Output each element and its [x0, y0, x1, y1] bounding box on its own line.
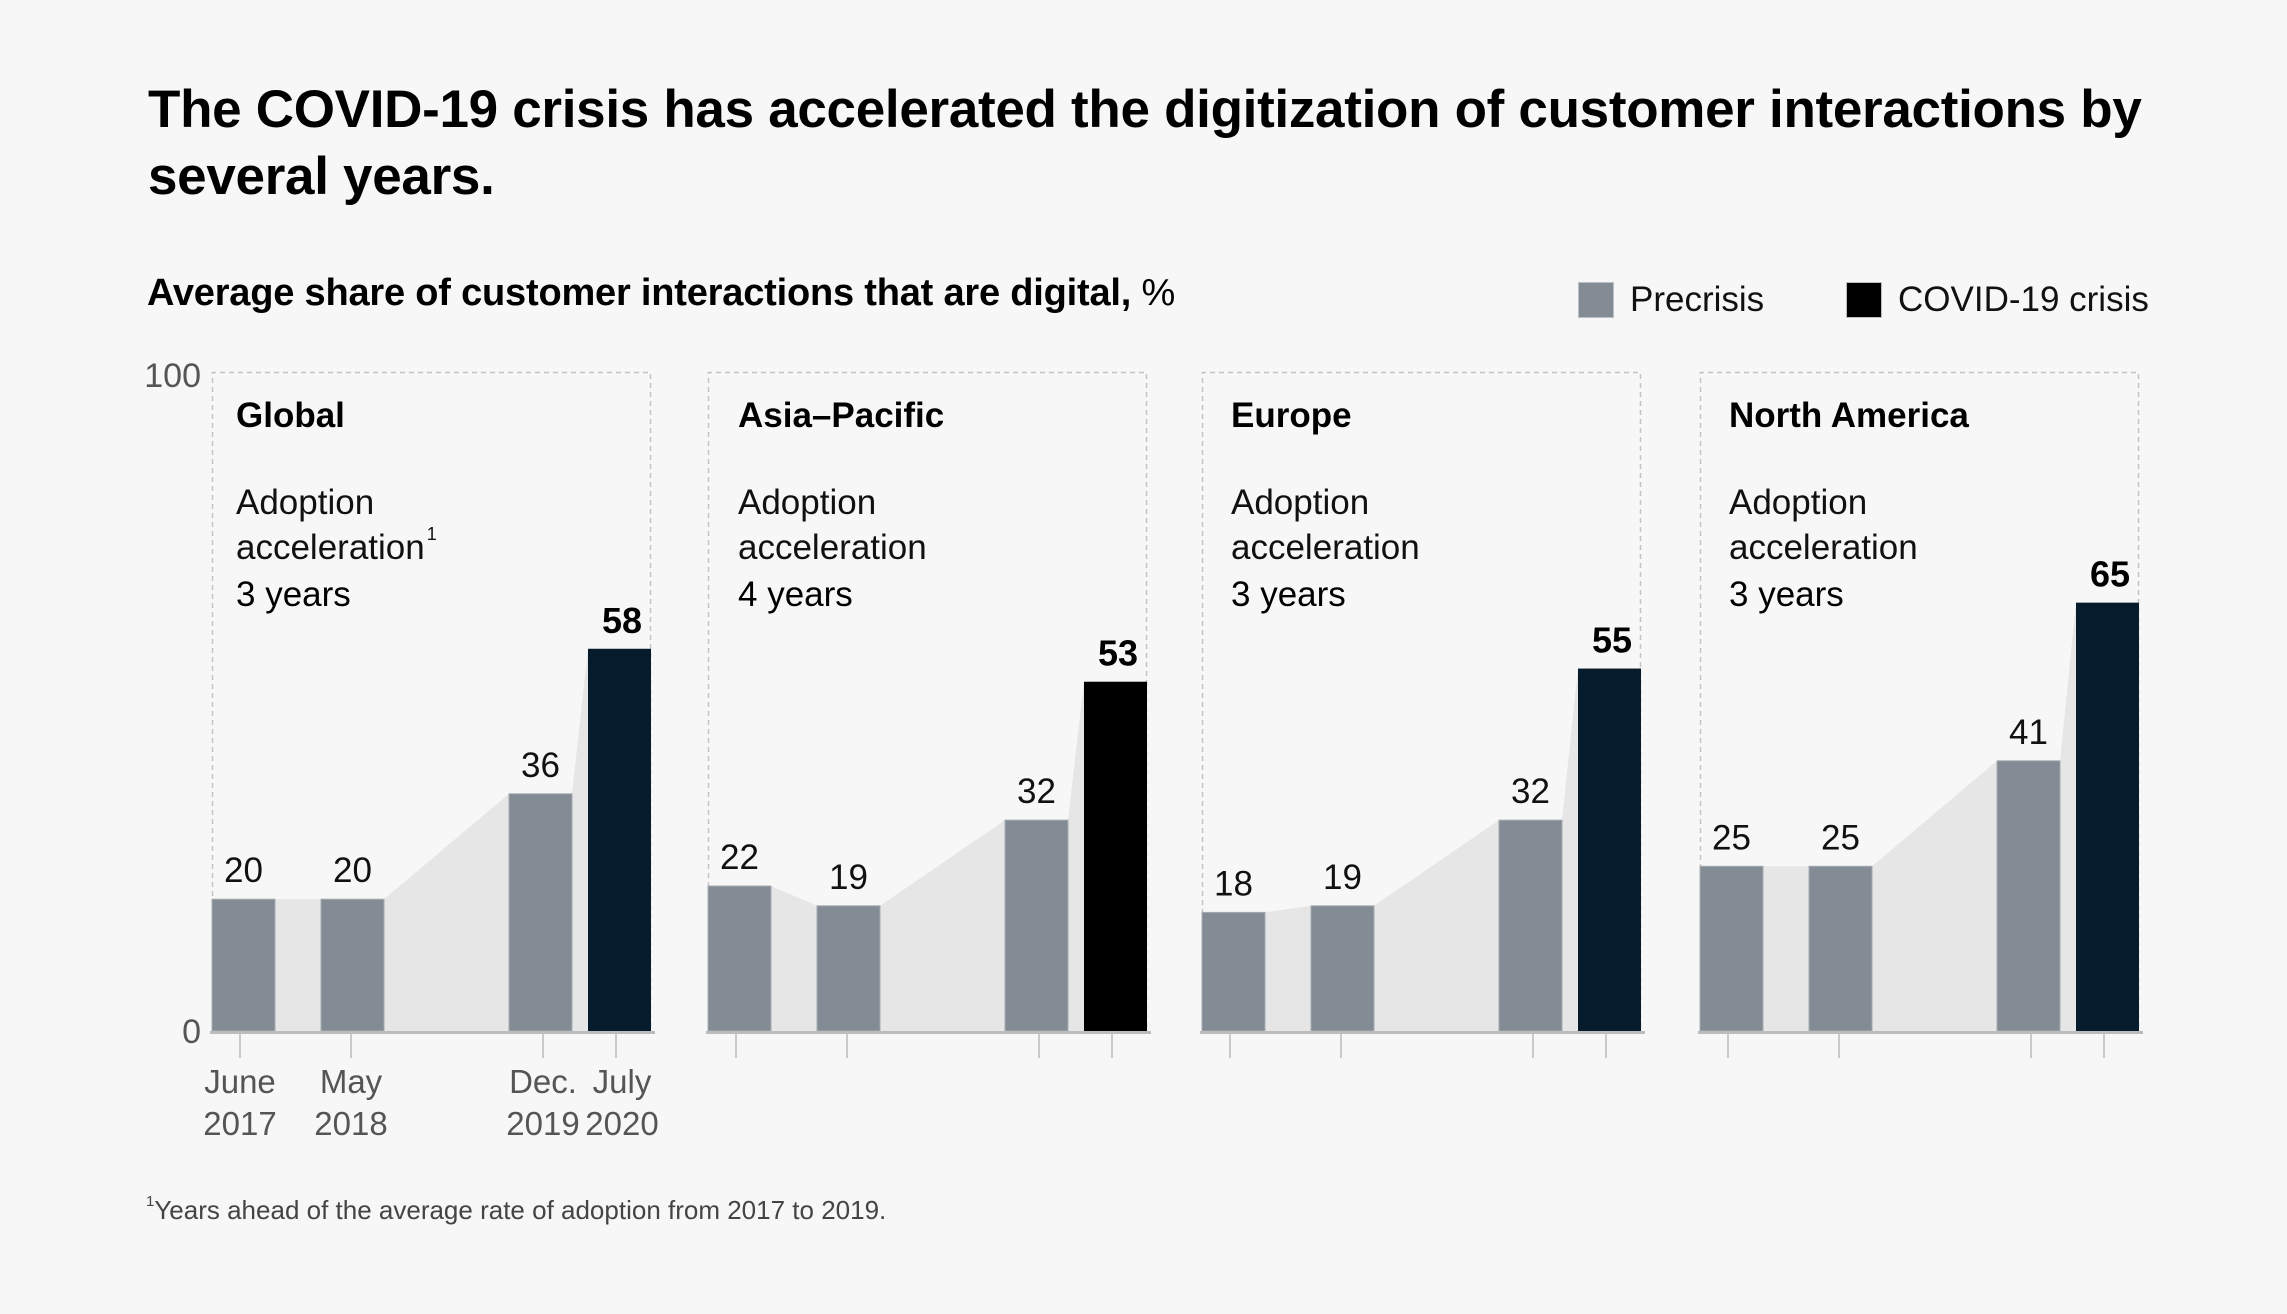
chart-title: The COVID-19 crisis has accelerated the …: [148, 80, 2142, 206]
value-label-europe-3: 55: [1592, 620, 1632, 661]
legend-item-covid: COVID-19 crisis: [1846, 280, 2149, 319]
value-label-global-1: 20: [333, 851, 372, 890]
subtitle-text: Average share of customer interactions t…: [147, 272, 1132, 314]
value-label-north-america-2: 41: [2009, 713, 2048, 752]
x-tick-label-0-line2: 2017: [203, 1105, 276, 1142]
y-tick-label-0: 0: [182, 1013, 201, 1051]
value-label-europe-0: 18: [1214, 864, 1253, 903]
area-europe: [1202, 668, 1641, 1031]
bar-global-3: [588, 648, 651, 1031]
x-tick-label-0-line1: June: [204, 1063, 276, 1100]
legend-label-precrisis: Precrisis: [1630, 280, 1765, 319]
chart-subtitle: Average share of customer interactions t…: [147, 272, 1175, 315]
acceleration-label-north-america-line2: acceleration: [1729, 528, 1918, 567]
acceleration-label-north-america-line1: Adoption: [1729, 483, 1867, 522]
bar-europe-2: [1498, 819, 1563, 1032]
value-label-global-2: 36: [521, 746, 560, 785]
bar-asia-pacific-1: [816, 905, 881, 1032]
panel-title-asia-pacific: Asia–Pacific: [738, 396, 944, 435]
footnote: 1Years ahead of the average rate of adop…: [146, 1193, 887, 1226]
area-north-america: [1700, 602, 2139, 1031]
bar-north-america-1: [1808, 865, 1873, 1032]
acceleration-value-global: 3 years: [236, 575, 351, 614]
value-label-asia-pacific-1: 19: [829, 858, 868, 897]
acceleration-label-global-line2: acceleration: [236, 528, 425, 567]
value-label-europe-1: 19: [1323, 858, 1362, 897]
legend-swatch-covid: [1846, 282, 1882, 318]
acceleration-label-europe-line2: acceleration: [1231, 528, 1420, 567]
panel-title-europe: Europe: [1231, 396, 1352, 435]
bar-global-2: [508, 793, 573, 1032]
area-asia-pacific: [708, 681, 1147, 1031]
acceleration-label-global-line1: Adoption: [236, 483, 374, 522]
acceleration-value-europe: 3 years: [1231, 575, 1346, 614]
bar-north-america-3: [2076, 602, 2139, 1031]
legend-item-precrisis: Precrisis: [1578, 280, 1765, 319]
footnote-marker-global: 1: [427, 524, 437, 544]
value-label-north-america-1: 25: [1821, 818, 1860, 857]
footnote-text: Years ahead of the average rate of adopt…: [154, 1195, 887, 1225]
value-label-north-america-0: 25: [1712, 818, 1751, 857]
x-tick-label-3-line1: July: [593, 1063, 652, 1100]
acceleration-label-europe-line1: Adoption: [1231, 483, 1369, 522]
value-label-global-0: 20: [224, 851, 263, 890]
subtitle-unit: %: [1141, 272, 1176, 314]
x-tick-label-2-line2: 2019: [506, 1105, 579, 1142]
acceleration-label-asia-pacific-line2: acceleration: [738, 528, 927, 567]
bar-north-america-0: [1699, 865, 1764, 1032]
x-tick-label-2-line1: Dec.: [509, 1063, 577, 1100]
bar-europe-1: [1310, 905, 1375, 1032]
acceleration-value-north-america: 3 years: [1729, 575, 1844, 614]
bar-asia-pacific-0: [707, 885, 772, 1032]
bar-asia-pacific-3: [1084, 681, 1147, 1031]
bar-global-1: [320, 898, 385, 1032]
value-label-asia-pacific-2: 32: [1017, 772, 1056, 811]
bar-north-america-2: [1996, 760, 2061, 1032]
acceleration-label-asia-pacific-line1: Adoption: [738, 483, 876, 522]
bar-global-0: [211, 898, 276, 1032]
bar-europe-0: [1201, 911, 1266, 1032]
footnote-marker: 1: [146, 1193, 155, 1210]
area-global: [212, 648, 651, 1031]
value-label-asia-pacific-0: 22: [720, 838, 759, 877]
x-tick-label-1-line1: May: [320, 1063, 383, 1100]
x-tick-label-3-line2: 2020: [585, 1105, 658, 1142]
y-tick-label-100: 100: [144, 357, 201, 395]
bar-asia-pacific-2: [1004, 819, 1069, 1032]
value-label-global-3: 58: [602, 600, 642, 641]
bar-europe-3: [1578, 668, 1641, 1031]
value-label-europe-2: 32: [1511, 772, 1550, 811]
acceleration-value-asia-pacific: 4 years: [738, 575, 853, 614]
panel-title-north-america: North America: [1729, 396, 1969, 435]
value-label-asia-pacific-3: 53: [1098, 633, 1138, 674]
x-tick-label-1-line2: 2018: [314, 1105, 387, 1142]
panel-title-global: Global: [236, 396, 345, 435]
legend-label-covid: COVID-19 crisis: [1898, 280, 2149, 319]
legend-swatch-precrisis: [1578, 282, 1614, 318]
value-label-north-america-3: 65: [2090, 554, 2130, 595]
